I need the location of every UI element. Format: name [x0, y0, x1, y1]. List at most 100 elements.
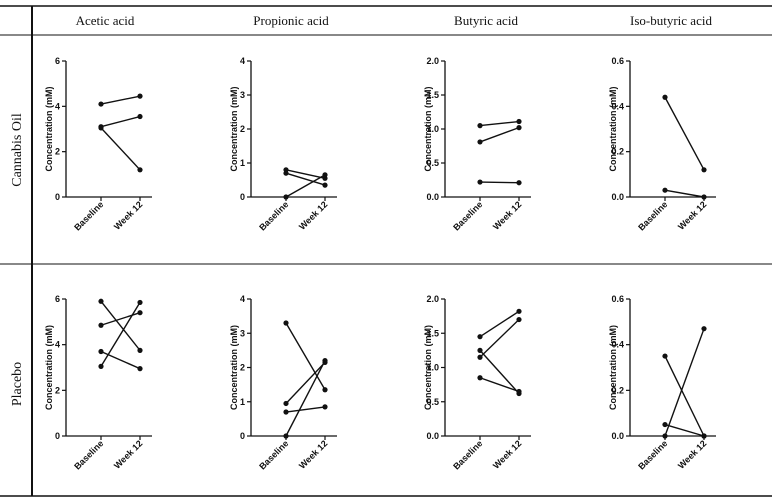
y-tick-label: 2 — [240, 124, 245, 134]
column-header-butyric: Butyric acid — [454, 13, 518, 28]
y-tick-label: 0.2 — [611, 385, 624, 395]
data-point-baseline — [477, 375, 483, 381]
x-tick-label: Baseline — [636, 199, 669, 232]
x-tick-label: Week 12 — [112, 199, 144, 231]
data-point-week12 — [322, 404, 328, 410]
y-tick-label: 0 — [240, 192, 245, 202]
data-point-baseline — [662, 94, 668, 100]
data-point-baseline — [477, 139, 483, 145]
panel-cannabis-oil-propionic-acid: 0 1 2 3 4 Baseline Week 12 Concentration (mM) — [229, 56, 337, 233]
y-tick-label: 0 — [240, 431, 245, 441]
data-point-baseline — [98, 125, 104, 131]
series-line-3 — [664, 328, 705, 437]
series-line-1 — [664, 96, 705, 171]
y-tick-label: 4 — [55, 101, 60, 111]
series-line-3 — [100, 350, 141, 370]
x-tick-label: Week 12 — [491, 438, 523, 470]
data-point-baseline — [283, 194, 289, 200]
y-tick-label: 4 — [240, 294, 245, 304]
data-point-baseline — [98, 101, 104, 107]
y-tick-label: 0.6 — [611, 56, 624, 66]
y-tick-label: 2.0 — [426, 294, 439, 304]
x-tick-label: Baseline — [257, 438, 290, 471]
data-point-baseline — [477, 179, 483, 185]
y-tick-label: 1.0 — [426, 124, 439, 134]
y-tick-label: 0.0 — [426, 431, 439, 441]
y-axis-title: Concentration (mM) — [229, 325, 239, 410]
data-point-baseline — [477, 123, 483, 129]
data-point-week12 — [137, 93, 143, 99]
series-line-1 — [479, 120, 520, 127]
x-tick-label: Baseline — [72, 438, 105, 471]
data-point-week12 — [701, 194, 707, 200]
data-point-week12 — [137, 366, 143, 372]
series-line-3 — [479, 181, 520, 184]
data-point-baseline — [477, 334, 483, 340]
panel-placebo-acetic-acid: 0 2 4 6 Baseline Week 12 Concentration (mM) — [44, 294, 152, 472]
series-line-2 — [100, 312, 141, 326]
data-point-baseline — [98, 348, 104, 355]
data-point-week12 — [701, 167, 707, 173]
y-axis-title: Concentration (mM) — [44, 325, 54, 410]
data-point-baseline — [662, 187, 668, 193]
x-tick-label: Baseline — [451, 438, 484, 471]
data-point-week12 — [516, 316, 522, 323]
data-point-week12 — [137, 113, 143, 120]
y-tick-label: 6 — [55, 294, 60, 304]
data-point-week12 — [701, 433, 707, 439]
data-point-week12 — [137, 167, 143, 173]
y-tick-label: 2 — [55, 147, 60, 157]
series-line-2 — [479, 349, 520, 394]
column-header-isobutyric: Iso-butyric acid — [630, 13, 712, 28]
y-tick-label: 0 — [55, 192, 60, 202]
series-line-2 — [479, 126, 520, 143]
x-tick-label: Baseline — [451, 199, 484, 232]
data-point-baseline — [477, 347, 483, 353]
y-axis-title: Concentration (mM) — [608, 325, 618, 410]
series-line-3 — [285, 406, 326, 413]
y-tick-label: 0.2 — [611, 147, 624, 157]
panel-placebo-propionic-acid: 0 1 2 3 4 Baseline Week 12 Concentration (mM) — [229, 294, 337, 472]
y-tick-label: 0.5 — [426, 397, 439, 407]
series-line-2 — [285, 172, 326, 186]
series-line-4 — [100, 302, 141, 367]
y-axis-title: Concentration (mM) — [608, 87, 618, 172]
panel-cannabis-oil-butyric-acid: 0.0 0.5 1.0 1.5 2.0 Baseline Week 12 Concentrat… — [423, 56, 531, 233]
panel-cannabis-oil-iso-butyric-acid: 0.0 0.2 0.4 0.6 Baseline Week 12 Concentration… — [608, 56, 716, 233]
y-tick-label: 1 — [240, 397, 245, 407]
y-tick-label: 0.5 — [426, 158, 439, 168]
series-line-1 — [285, 322, 326, 391]
series-line-4 — [285, 360, 326, 437]
y-tick-label: 0.6 — [611, 294, 624, 304]
data-point-week12 — [516, 118, 522, 125]
series-line-4 — [479, 377, 520, 393]
data-point-baseline — [477, 354, 483, 360]
series-line-1 — [100, 95, 141, 105]
data-point-baseline — [662, 421, 668, 428]
data-point-baseline — [283, 400, 289, 407]
y-axis-title: Concentration (mM) — [423, 87, 433, 172]
y-tick-label: 2 — [55, 385, 60, 395]
series-line-3 — [479, 319, 520, 358]
y-tick-label: 1.5 — [426, 328, 439, 338]
x-tick-label: Baseline — [257, 199, 290, 232]
data-point-week12 — [137, 299, 143, 306]
y-tick-label: 1 — [240, 158, 245, 168]
y-tick-label: 0.0 — [611, 192, 624, 202]
series-line-2 — [664, 189, 705, 198]
data-point-week12 — [137, 310, 143, 316]
y-tick-label: 0 — [55, 431, 60, 441]
data-point-week12 — [516, 180, 522, 186]
series-line-3 — [100, 127, 141, 171]
series-line-2 — [285, 361, 326, 404]
x-tick-label: Week 12 — [297, 199, 329, 231]
data-point-week12 — [516, 388, 522, 395]
data-point-week12 — [322, 182, 328, 188]
y-tick-label: 2.0 — [426, 56, 439, 66]
y-axis-title: Concentration (mM) — [44, 87, 54, 172]
series-line-1 — [285, 169, 326, 179]
data-point-baseline — [283, 409, 289, 415]
y-tick-label: 0.0 — [611, 431, 624, 441]
y-tick-label: 3 — [240, 90, 245, 100]
